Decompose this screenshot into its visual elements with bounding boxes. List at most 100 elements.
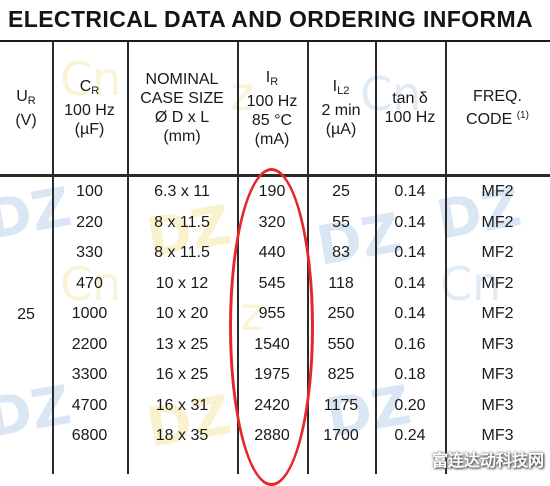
header-freq-code: FREQ. CODE (1): [445, 42, 550, 174]
header-case-line1: NOMINAL: [145, 71, 219, 88]
cell-cr: 2200: [71, 335, 108, 353]
header-freq-line1: FREQ.: [473, 88, 522, 105]
column-divider: [375, 42, 377, 474]
table-row: 2200 13 x 25 1540 550 0.16 MF3: [0, 330, 550, 361]
cell-freq: MF2: [481, 244, 514, 261]
table-row: 330 8 x 11.5 440 83 0.14 MF2: [0, 238, 550, 269]
header-cr-subscript: R: [91, 85, 100, 97]
cell-cr: 220: [76, 213, 103, 231]
header-il2-time: 2 min: [321, 102, 361, 119]
cell-tan: 0.16: [394, 335, 426, 353]
header-tan-delta: tan δ 100 Hz: [375, 42, 445, 174]
cell-tan: 0.20: [394, 396, 426, 414]
header-ur-subscript: R: [27, 94, 36, 107]
cell-cr: 6800: [71, 427, 108, 444]
cell-il2: 118: [328, 274, 354, 292]
header-case-size: NOMINAL CASE SIZE Ø D x L (mm): [127, 42, 237, 174]
header-tan-line2: 100 Hz: [384, 109, 436, 126]
cell-cr: 100: [76, 183, 103, 200]
header-case-line2: CASE SIZE: [140, 90, 224, 107]
table-row: 3300 16 x 25 1975 825 0.18 MF3: [0, 360, 550, 391]
cell-tan: 0.24: [394, 427, 426, 444]
cell-il2: 550: [327, 335, 355, 353]
cell-il2: 55: [332, 213, 350, 231]
section-title-bar: ELECTRICAL DATA AND ORDERING INFORMA: [0, 0, 550, 42]
header-ir: IR 100 Hz 85 °C (mA): [237, 42, 307, 174]
header-freq-line2: CODE: [466, 111, 513, 128]
header-case-line3: Ø D x L: [154, 109, 210, 126]
cell-tan: 0.18: [394, 366, 426, 383]
cell-ir: 1975: [254, 366, 290, 383]
header-ur-symbol: U: [16, 87, 28, 105]
header-ir-subscript: R: [270, 75, 279, 88]
ur-value-cell: 25: [17, 306, 35, 323]
column-divider: [445, 42, 447, 474]
table-row: 100 6.3 x 11 190 25 0.14 MF2: [0, 177, 550, 208]
cell-freq: MF3: [481, 396, 514, 414]
header-ur-unit: (V): [15, 111, 37, 129]
header-cr-symbol: C: [79, 78, 92, 95]
cell-case: 18 x 35: [155, 427, 209, 444]
table-row: 4700 16 x 31 2420 1175 0.20 MF3: [0, 391, 550, 422]
header-case-unit: (mm): [163, 128, 201, 145]
cell-cr: 4700: [71, 396, 108, 414]
cell-freq: MF2: [481, 274, 514, 292]
cell-il2: 1175: [323, 396, 359, 414]
cell-il2: 83: [332, 244, 350, 261]
column-divider: [127, 42, 129, 474]
header-tan-line1: tan δ: [392, 90, 428, 107]
cell-freq: MF2: [481, 183, 514, 200]
header-freq-footnote: (1): [516, 110, 529, 121]
cell-ir: 2880: [254, 427, 290, 444]
cell-cr: 3300: [71, 366, 108, 383]
cell-cr: 470: [76, 274, 103, 292]
header-il2-subscript: L2: [337, 85, 350, 97]
cell-il2: 25: [332, 183, 350, 200]
cell-ir: 440: [258, 244, 286, 261]
cell-il2: 825: [327, 366, 355, 383]
header-ir-unit: (mA): [254, 130, 290, 148]
table-row: 470 10 x 12 545 118 0.14 MF2: [0, 269, 550, 300]
brand-watermark: 富连达动科技网: [431, 451, 544, 470]
header-ir-temperature: 85 °C: [251, 111, 293, 129]
cell-tan: 0.14: [394, 213, 426, 231]
column-divider: [237, 42, 239, 474]
cell-tan: 0.14: [394, 305, 426, 322]
cell-freq: MF3: [481, 335, 514, 353]
table-row: 1000 10 x 20 955 250 0.14 MF2: [0, 299, 550, 330]
section-title: ELECTRICAL DATA AND ORDERING INFORMA: [8, 6, 534, 32]
header-ir-symbol: I: [265, 68, 271, 86]
cell-il2: 1700: [323, 427, 359, 444]
header-il2: IL2 2 min (µA): [307, 42, 375, 174]
cell-tan: 0.14: [394, 244, 426, 261]
cell-case: 6.3 x 11: [154, 183, 210, 200]
cell-ir: 955: [258, 305, 286, 322]
cell-freq: MF2: [481, 305, 514, 322]
header-cr: CR 100 Hz (µF): [52, 42, 127, 174]
header-il2-symbol: I: [332, 78, 338, 95]
column-divider: [307, 42, 309, 474]
cell-case: 10 x 20: [155, 305, 209, 322]
cell-case: 8 x 11.5: [154, 213, 210, 231]
cell-tan: 0.14: [394, 274, 426, 292]
cell-ir: 1540: [254, 335, 290, 353]
column-divider: [52, 42, 54, 474]
cell-case: 13 x 25: [155, 335, 209, 353]
header-cr-frequency: 100 Hz: [64, 102, 115, 119]
electrical-data-table: UR (V) CR 100 Hz (µF) NOMINAL CASE SIZE …: [0, 42, 550, 177]
cell-case: 16 x 31: [155, 396, 209, 414]
cell-case: 10 x 12: [155, 274, 209, 292]
cell-il2: 250: [327, 305, 355, 322]
header-ir-frequency: 100 Hz: [246, 92, 298, 110]
cell-ir: 2420: [254, 396, 290, 414]
cell-case: 8 x 11.5: [154, 244, 210, 261]
header-il2-unit: (µA): [325, 121, 357, 138]
header-cr-unit: (µF): [74, 121, 105, 138]
cell-ir: 190: [258, 183, 286, 200]
cell-tan: 0.14: [394, 183, 426, 200]
cell-ir: 545: [258, 274, 286, 292]
cell-freq: MF3: [481, 427, 514, 444]
header-ur: UR (V): [0, 42, 52, 174]
table-header-row: UR (V) CR 100 Hz (µF) NOMINAL CASE SIZE …: [0, 42, 550, 177]
cell-freq: MF3: [481, 366, 514, 383]
